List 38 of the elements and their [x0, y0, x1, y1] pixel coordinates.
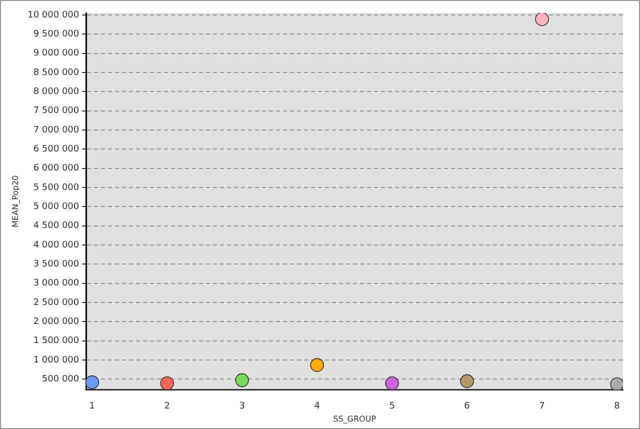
y-tick-label: 2 000 000 [33, 317, 80, 328]
point [535, 13, 549, 26]
y-tick-label: 8 000 000 [33, 86, 80, 97]
point [160, 376, 174, 390]
x-tick-label: 6 [464, 401, 470, 412]
x-axis-title: SS_GROUP [333, 414, 376, 424]
y-tick-label: 8 500 000 [33, 68, 80, 78]
x-tick-label: 3 [239, 401, 245, 412]
point [235, 373, 249, 388]
point [610, 377, 623, 390]
y-tick-label: 1 500 000 [33, 336, 80, 346]
y-tick-label: 9 500 000 [33, 29, 80, 40]
x-tick-label: 7 [539, 401, 545, 412]
y-tick-label: 4 500 000 [33, 221, 80, 232]
x-tick-label: 8 [614, 401, 620, 412]
point [385, 376, 399, 390]
x-tick-label: 1 [89, 401, 95, 412]
y-tick-label: 7 500 000 [33, 106, 80, 116]
y-tick-label: 10 000 000 [28, 10, 80, 20]
point [460, 374, 474, 388]
y-tick-label: 500 000 [42, 374, 80, 385]
y-tick-label: 5 000 000 [33, 202, 80, 212]
y-tick-label: 2 500 000 [33, 298, 80, 308]
y-tick-label: 6 500 000 [33, 144, 80, 154]
y-tick-label: 4 000 000 [33, 240, 80, 250]
x-tick-label: 2 [164, 401, 170, 412]
y-tick-label: 6 000 000 [33, 164, 80, 174]
point [86, 375, 100, 390]
y-axis-title: MEAN_Pop20 [10, 175, 20, 228]
y-tick-label: 9 000 000 [33, 48, 80, 59]
y-tick-label: 3 500 000 [33, 260, 80, 270]
x-tick-label: 4 [314, 401, 320, 412]
y-tick-label: 1 000 000 [33, 355, 80, 366]
y-tick-label: 7 000 000 [33, 125, 80, 136]
point [310, 358, 324, 372]
x-tick-label: 5 [389, 401, 395, 412]
y-tick-label: 3 000 000 [33, 278, 80, 289]
y-tick-label: 5 500 000 [33, 182, 80, 193]
